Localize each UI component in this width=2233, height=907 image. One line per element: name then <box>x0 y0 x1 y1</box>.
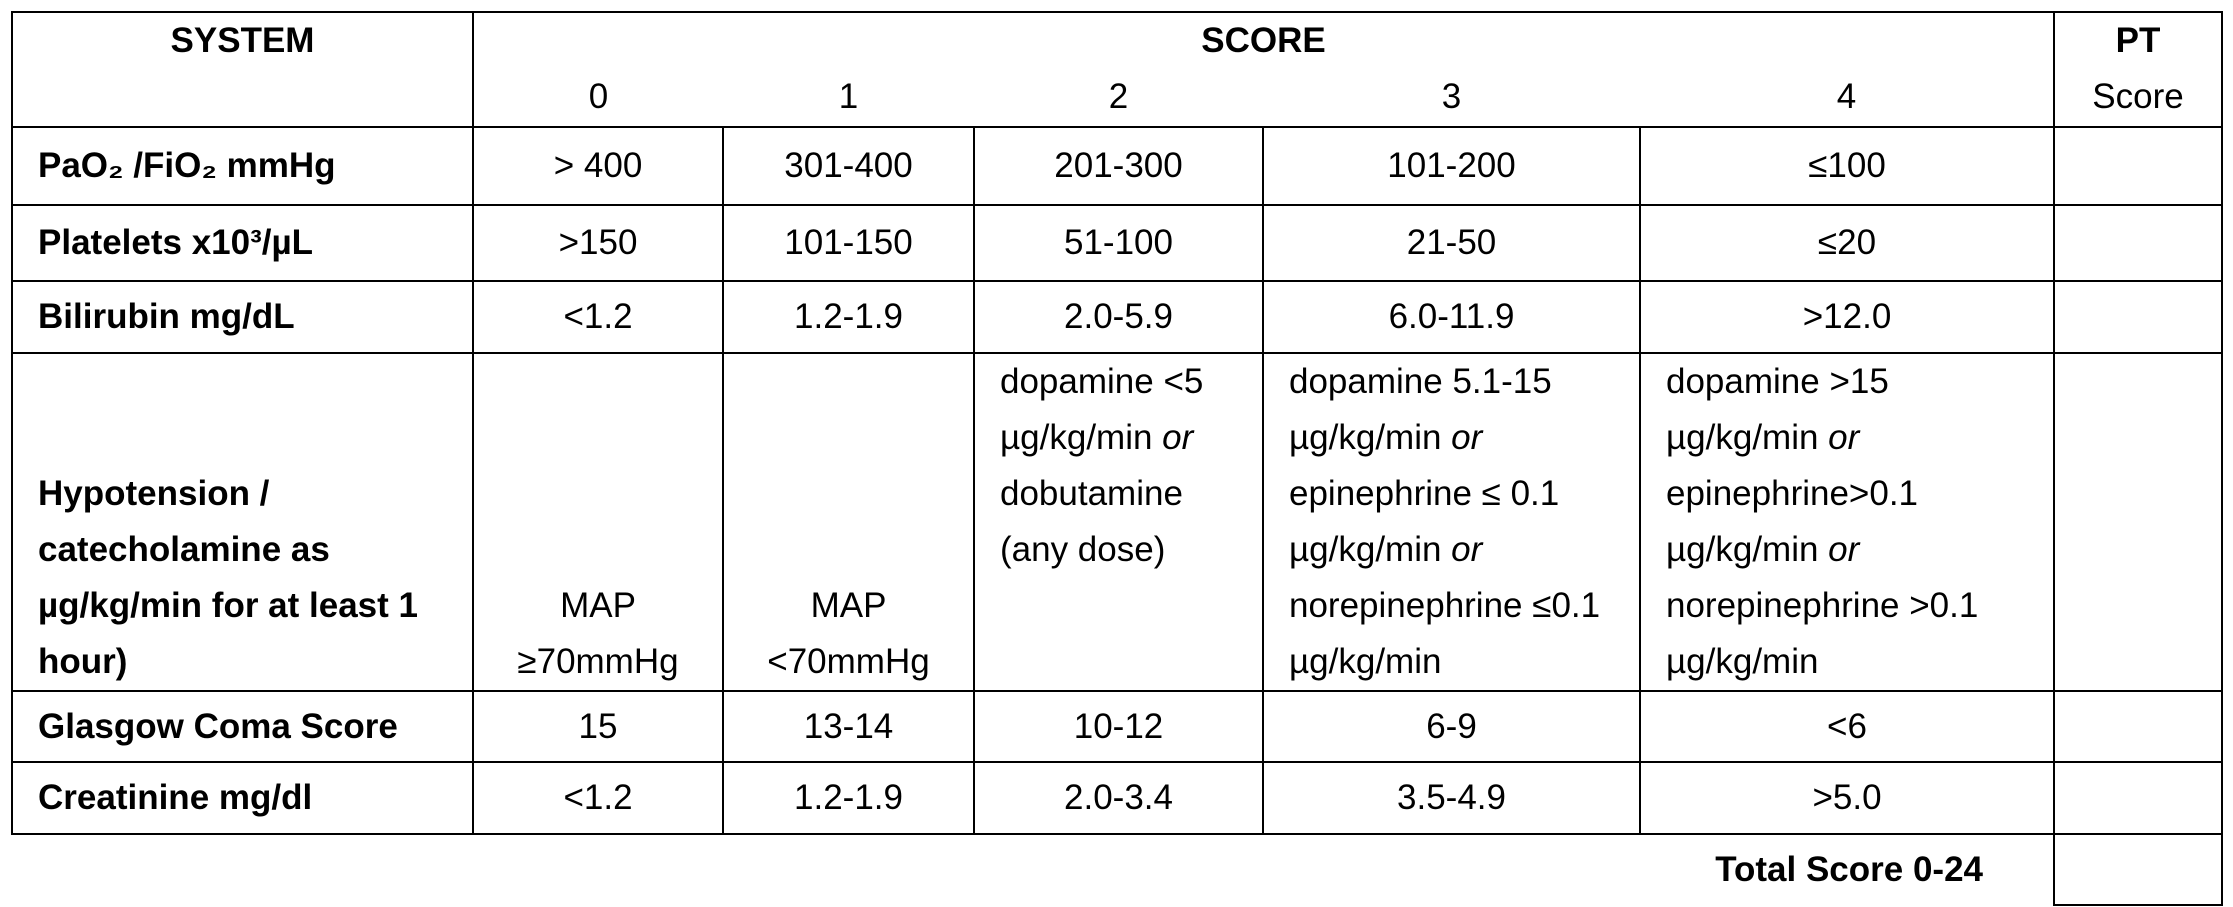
score-criteria: 13-14 <box>722 690 975 763</box>
pt-score-cell <box>2053 126 2223 206</box>
score-criteria: 101-150 <box>722 204 975 282</box>
score-level: 0 <box>472 69 723 128</box>
criteria-text: dopamine >15 µg/kg/min <box>1666 362 1889 457</box>
criteria-text: MAP <70mmHg <box>767 586 930 681</box>
score-criteria: 51-100 <box>973 204 1264 282</box>
data-row: Bilirubin mg/dL <1.2 1.2-1.9 2.0-5.9 6.0-11.… <box>11 280 2223 354</box>
score-level: 4 <box>1640 69 2055 128</box>
score-criteria: 1.2-1.9 <box>722 280 975 354</box>
pt-score-cell <box>2053 690 2223 763</box>
criteria-text: epinephrine>0.1 µg/kg/min <box>1666 474 1919 569</box>
criteria-text: norepinephrine >0.1 µg/kg/min <box>1666 586 1979 681</box>
score-criteria: 15 <box>472 690 724 763</box>
criteria-text: dopamine 5.1-15 µg/kg/min <box>1289 362 1552 457</box>
total-label: Total Score 0-24 <box>12 833 2055 905</box>
score-criteria: 6-9 <box>1262 690 1641 763</box>
criteria-connector: or <box>1451 418 1483 457</box>
criteria-text: dobutamine (any dose) <box>1000 474 1183 569</box>
score-criteria: 2.0-5.9 <box>973 280 1264 354</box>
score-criteria: >150 <box>472 204 724 282</box>
total-score-cell <box>2053 833 2223 906</box>
criteria-connector: or <box>1451 530 1483 569</box>
pt-label: PT <box>2115 21 2161 60</box>
score-criteria: 301-400 <box>722 126 975 206</box>
data-row: Creatinine mg/dl <1.2 1.2-1.9 2.0-3.4 3.5-4.… <box>11 761 2223 835</box>
score-criteria: MAP ≥70mmHg <box>472 352 724 692</box>
system-name: Bilirubin mg/dL <box>11 280 474 354</box>
score-criteria: >12.0 <box>1639 280 2055 354</box>
system-header: SYSTEM <box>11 11 474 128</box>
criteria-connector: or <box>1828 530 1860 569</box>
system-name: Platelets x10³/µL <box>11 204 474 282</box>
criteria-text: epinephrine ≤ 0.1 µg/kg/min <box>1289 474 1560 569</box>
criteria-text: MAP ≥70mmHg <box>517 586 679 681</box>
data-row: Hypotension / catecholamine as µg/kg/min… <box>11 352 2223 692</box>
score-criteria: 21-50 <box>1262 204 1641 282</box>
pt-header: PT Score <box>2053 11 2223 128</box>
score-criteria: dopamine <5 µg/kg/min or dobutamine (any… <box>973 352 1264 692</box>
criteria-connector: or <box>1828 418 1860 457</box>
score-level: 1 <box>723 69 974 128</box>
system-name: Creatinine mg/dl <box>11 761 474 835</box>
score-criteria: 6.0-11.9 <box>1262 280 1641 354</box>
data-row: Glasgow Coma Score 15 13-14 10-12 6-9 <6 <box>11 690 2223 763</box>
score-criteria: ≤100 <box>1639 126 2055 206</box>
score-criteria: MAP <70mmHg <box>722 352 975 692</box>
header-row: SYSTEM SCORE PT Score <box>11 11 2223 128</box>
score-header: SCORE <box>472 11 2055 69</box>
data-row: Platelets x10³/µL >150 101-150 51-100 21-50 ≤… <box>11 204 2223 282</box>
system-name: Hypotension / catecholamine as µg/kg/min… <box>11 352 474 692</box>
criteria-text: dopamine <5 µg/kg/min <box>1000 362 1204 457</box>
score-level: 3 <box>1263 69 1640 128</box>
criteria-text: norepinephrine ≤0.1 µg/kg/min <box>1289 586 1601 681</box>
score-criteria: <1.2 <box>472 761 724 835</box>
score-criteria: 2.0-3.4 <box>973 761 1264 835</box>
score-criteria: 3.5-4.9 <box>1262 761 1641 835</box>
pt-score-cell <box>2053 761 2223 835</box>
data-row: PaO₂ /FiO₂ mmHg > 400 301-400 201-300 101-20… <box>11 126 2223 206</box>
score-criteria: 201-300 <box>973 126 1264 206</box>
criteria-connector: or <box>1162 418 1194 457</box>
score-criteria: <1.2 <box>472 280 724 354</box>
pt-sub-label: Score <box>2092 77 2184 116</box>
score-criteria: <6 <box>1639 690 2055 763</box>
score-criteria: 1.2-1.9 <box>722 761 975 835</box>
score-criteria: 10-12 <box>973 690 1264 763</box>
system-name: Glasgow Coma Score <box>11 690 474 763</box>
score-criteria: > 400 <box>472 126 724 206</box>
system-name: PaO₂ /FiO₂ mmHg <box>11 126 474 206</box>
score-level: 2 <box>974 69 1263 128</box>
score-criteria: dopamine 5.1-15 µg/kg/min or epinephrine… <box>1262 352 1641 692</box>
score-criteria: >5.0 <box>1639 761 2055 835</box>
pt-score-cell <box>2053 280 2223 354</box>
score-criteria: dopamine >15 µg/kg/min or epinephrine>0.… <box>1639 352 2055 692</box>
pt-score-cell <box>2053 204 2223 282</box>
pt-score-cell <box>2053 352 2223 692</box>
score-criteria: ≤20 <box>1639 204 2055 282</box>
total-row: Total Score 0-24 <box>12 833 2223 906</box>
score-criteria: 101-200 <box>1262 126 1641 206</box>
